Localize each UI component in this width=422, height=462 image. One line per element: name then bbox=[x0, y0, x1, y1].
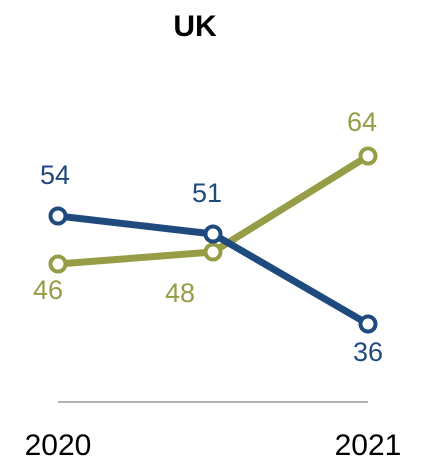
series-2-point-2 bbox=[203, 242, 223, 262]
series-1-point-2 bbox=[203, 224, 223, 244]
series-markers bbox=[48, 146, 378, 334]
data-label-series-1-point-1: 54 bbox=[40, 160, 70, 190]
data-label-series-2-point-1: 46 bbox=[33, 275, 63, 305]
series-2-point-3 bbox=[358, 146, 378, 166]
x-tick-label-2020: 2020 bbox=[25, 429, 92, 462]
data-labels: 54 51 36 46 48 64 bbox=[33, 107, 383, 367]
x-tick-label-2021: 2021 bbox=[335, 429, 402, 462]
series-1-point-1 bbox=[48, 206, 68, 226]
data-label-series-2-point-2: 48 bbox=[165, 278, 195, 308]
data-label-series-1-point-3: 36 bbox=[353, 337, 383, 367]
data-label-series-1-point-2: 51 bbox=[192, 178, 222, 208]
series-2-point-1 bbox=[48, 254, 68, 274]
x-tick-labels: 2020 2021 bbox=[25, 429, 402, 462]
data-label-series-2-point-3: 64 bbox=[347, 107, 377, 137]
chart-title: UK bbox=[173, 10, 217, 43]
series-1-point-3 bbox=[358, 314, 378, 334]
